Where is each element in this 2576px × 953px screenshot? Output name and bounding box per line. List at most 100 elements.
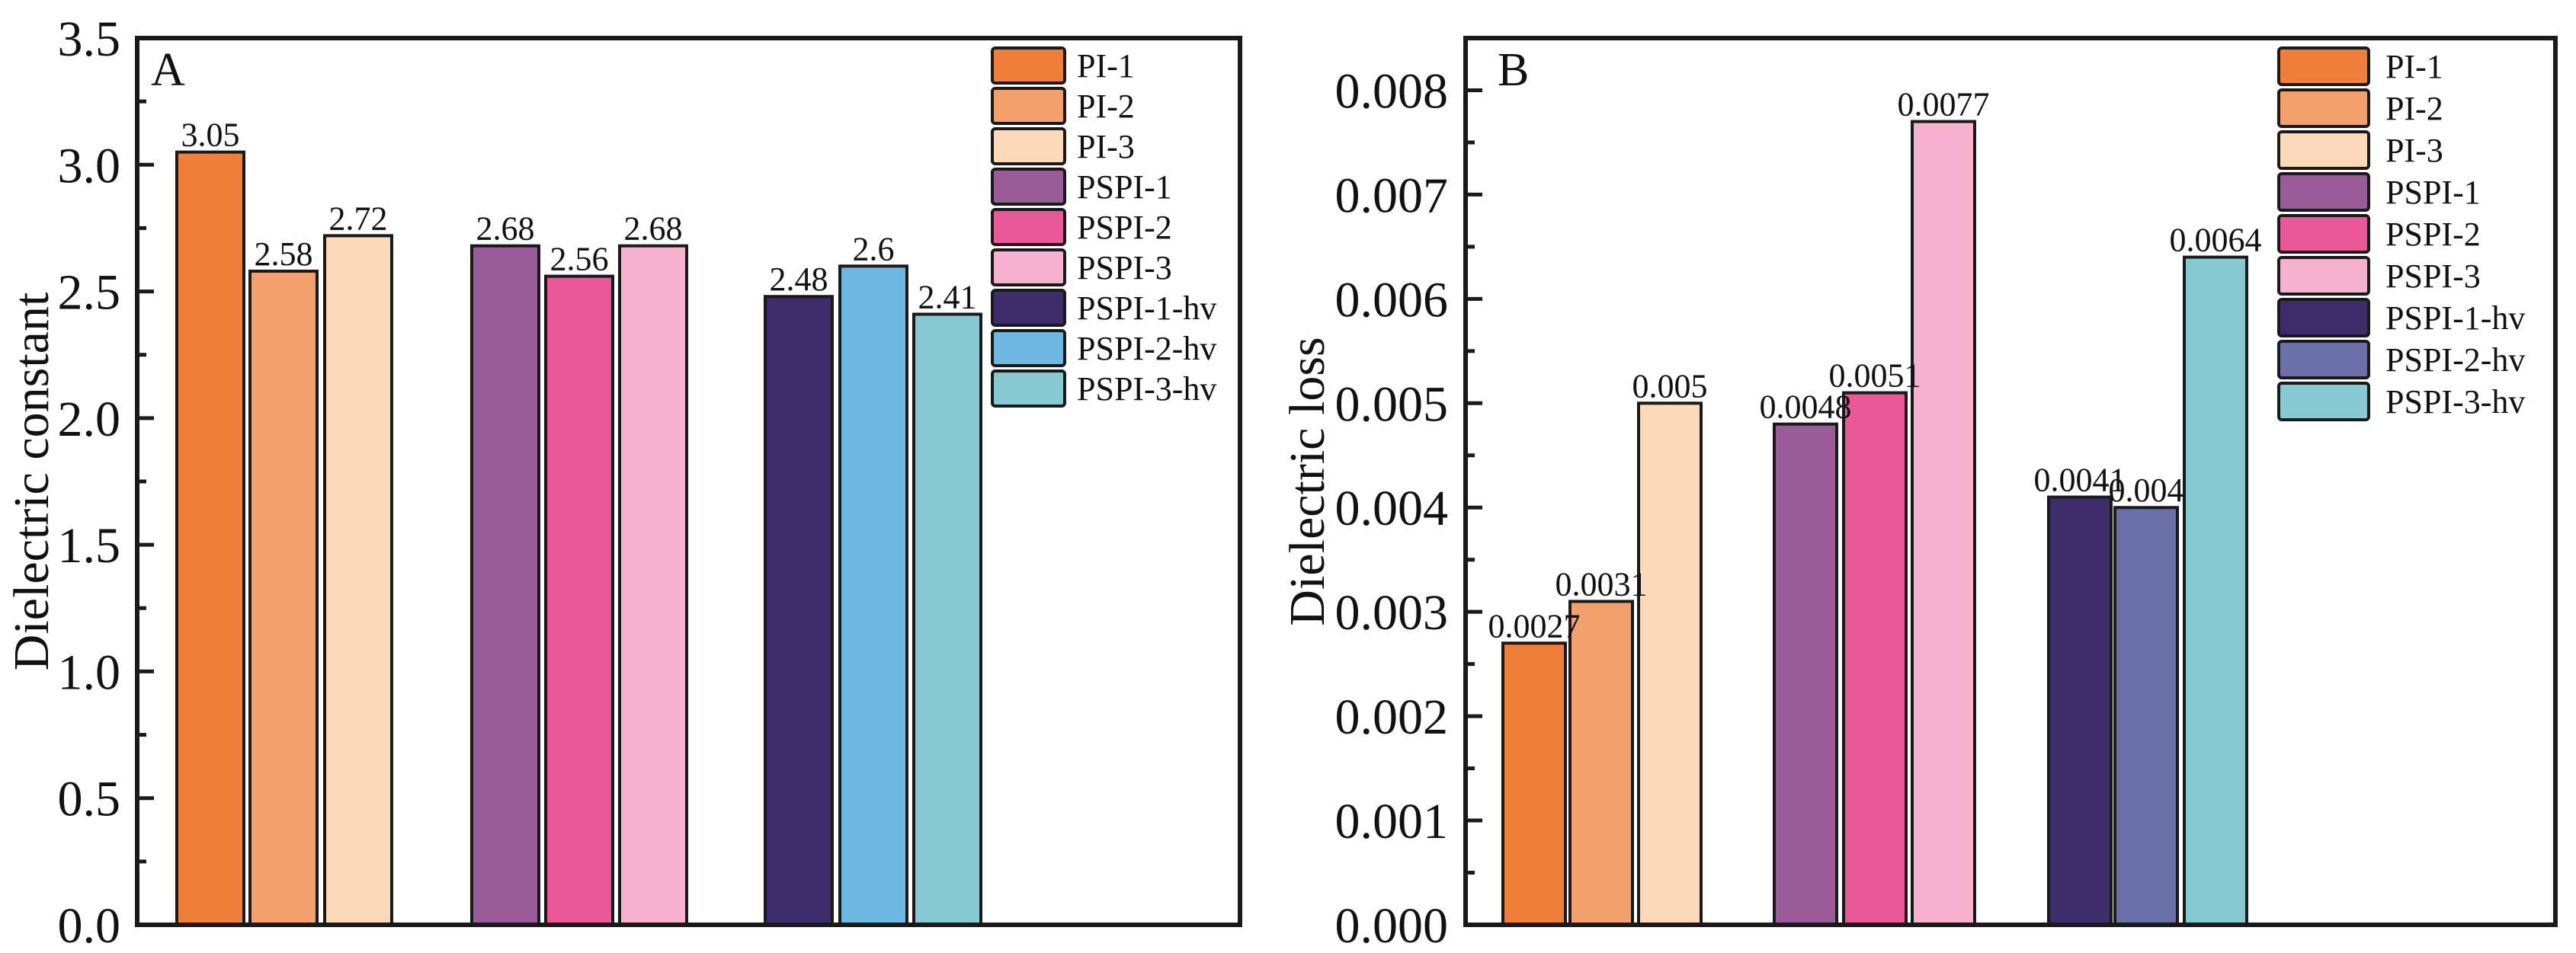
- y-tick-label: 0.000: [1335, 898, 1449, 953]
- legend-label: PI-1: [1077, 47, 1135, 85]
- bar-pi-3: [323, 234, 393, 926]
- legend-swatch: [991, 87, 1066, 125]
- y-tick-label: 0.002: [1335, 689, 1449, 745]
- y-tick-label: 0.006: [1335, 272, 1449, 328]
- data-label: 0.0048: [1760, 389, 1852, 426]
- legend-swatch: [2277, 214, 2370, 254]
- bar-pspi-2: [544, 274, 614, 927]
- legend-swatch: [991, 369, 1066, 408]
- legend-swatch: [991, 46, 1066, 85]
- legend-swatch: [2277, 130, 2370, 170]
- data-label: 2.68: [624, 210, 683, 248]
- data-label: 0.0027: [1488, 607, 1581, 644]
- data-label: 2.72: [329, 200, 388, 237]
- legend-label: PSPI-3-hv: [1077, 370, 1216, 408]
- y-tick-label: 0.003: [1335, 585, 1449, 641]
- legend-item: PSPI-3: [2277, 256, 2481, 296]
- legend-swatch: [991, 208, 1066, 246]
- panel-b-dielectric-loss: 0.000 0.001 0.002 0.003 0.004 0.005 0.006 0.007…: [1280, 36, 2558, 953]
- legend-item: PI-1: [2277, 46, 2443, 86]
- bars: [1501, 120, 2248, 927]
- legend-swatch: [991, 127, 1066, 165]
- data-label: 0.0041: [2034, 462, 2126, 499]
- data-label: 0.0064: [2170, 222, 2262, 259]
- legend-item: PSPI-1: [2277, 172, 2481, 212]
- data-label: 2.56: [550, 241, 609, 278]
- y-ticks: 0.000 0.001 0.002 0.003 0.004 0.005 0.006 0.007…: [1335, 36, 1482, 953]
- legend-swatch: [2277, 340, 2370, 379]
- y-tick-label: 0.005: [1335, 376, 1449, 432]
- legend-item: PSPI-2-hv: [991, 329, 1216, 367]
- legend-item: PSPI-2-hv: [2277, 340, 2525, 379]
- legend-item: PSPI-1: [991, 168, 1172, 206]
- plot-frame: [1463, 36, 2558, 927]
- panel-a-dielectric-constant: 0.0 0.5 1.0 1.5 2.0 2.5 3.0 3.5 3.05 2.58 2.72 2.6…: [4, 11, 1242, 953]
- y-tick-label: 2.5: [58, 265, 121, 321]
- data-label: 0.0051: [1829, 357, 1921, 395]
- y-tick-label: 0.004: [1335, 481, 1449, 536]
- bar-pi-3: [1637, 401, 1703, 926]
- legend-item: PI-1: [991, 46, 1135, 85]
- legend-swatch: [991, 248, 1066, 286]
- legend-label: PSPI-2: [2385, 216, 2481, 253]
- legend-swatch: [2277, 172, 2370, 212]
- data-label: 2.68: [476, 210, 535, 248]
- data-label: 2.58: [255, 235, 313, 273]
- bar-pspi-3: [1911, 120, 1976, 926]
- legend-label: PSPI-3: [2385, 257, 2481, 295]
- bar-pspi-1-hv: [2047, 495, 2113, 926]
- legend-label: PI-1: [2385, 48, 2443, 85]
- legend-label: PI-2: [2385, 90, 2443, 127]
- legend-swatch: [991, 289, 1066, 327]
- bar-pspi-3: [618, 244, 688, 926]
- legend-swatch: [2277, 256, 2370, 296]
- y-tick-label: 0.008: [1335, 63, 1449, 119]
- y-tick-label: 2.0: [58, 392, 121, 447]
- bar-pspi-2-hv: [2113, 506, 2179, 926]
- legend-item: PSPI-2: [991, 208, 1172, 246]
- legend-swatch: [991, 168, 1066, 206]
- bar-pspi-1: [470, 244, 540, 926]
- legend-label: PSPI-1: [1077, 168, 1172, 206]
- legend-label: PSPI-2-hv: [2385, 341, 2525, 379]
- legend-item: PI-3: [2277, 130, 2443, 170]
- legend-label: PI-3: [2385, 132, 2443, 169]
- legend-item: PSPI-3: [991, 248, 1172, 286]
- legend-swatch: [2277, 46, 2370, 86]
- bars: [175, 150, 982, 927]
- data-labels: 3.05 2.58 2.72 2.68 2.56 2.68 2.48 2.6 2.41: [181, 117, 977, 316]
- legend-swatch: [2277, 298, 2370, 337]
- y-tick-label: 0.001: [1335, 794, 1449, 849]
- legend-swatch: [991, 329, 1066, 367]
- data-label: 0.005: [1632, 367, 1708, 405]
- panel-letter: A: [151, 44, 185, 96]
- y-tick-label: 3.0: [58, 138, 121, 193]
- legend-item: PSPI-1-hv: [2277, 298, 2525, 337]
- legend-label: PSPI-1: [2385, 174, 2481, 211]
- bar-pi-1: [1501, 641, 1567, 927]
- legend-item: PSPI-3-hv: [991, 369, 1216, 408]
- y-tick-label: 0.5: [58, 772, 121, 827]
- legend-label: PI-3: [1077, 128, 1135, 165]
- legend-label: PSPI-3-hv: [2385, 383, 2525, 421]
- legend-item: PI-3: [991, 127, 1135, 165]
- legend-label: PSPI-3: [1077, 249, 1172, 286]
- legend-label: PSPI-1-hv: [1077, 289, 1216, 327]
- legend-item: PSPI-1-hv: [991, 289, 1216, 327]
- legend-label: PSPI-2: [1077, 209, 1172, 246]
- bar-pspi-3-hv: [912, 312, 982, 926]
- legend-item: PI-2: [2277, 88, 2443, 128]
- bar-pi-1: [175, 150, 245, 926]
- y-ticks: 0.0 0.5 1.0 1.5 2.0 2.5 3.0 3.5: [58, 11, 154, 953]
- y-tick-label: 1.5: [58, 518, 121, 574]
- data-label: 2.6: [853, 230, 895, 267]
- data-label: 0.0077: [1898, 86, 1990, 123]
- legend-swatch: [2277, 88, 2370, 128]
- panel-letter: B: [1498, 44, 1529, 96]
- data-label: 2.48: [770, 261, 828, 298]
- legend-item: PI-2: [991, 87, 1135, 125]
- legend: PI-1PI-2PI-3PSPI-1PSPI-2PSPI-3PSPI-1-hvP…: [991, 46, 1216, 408]
